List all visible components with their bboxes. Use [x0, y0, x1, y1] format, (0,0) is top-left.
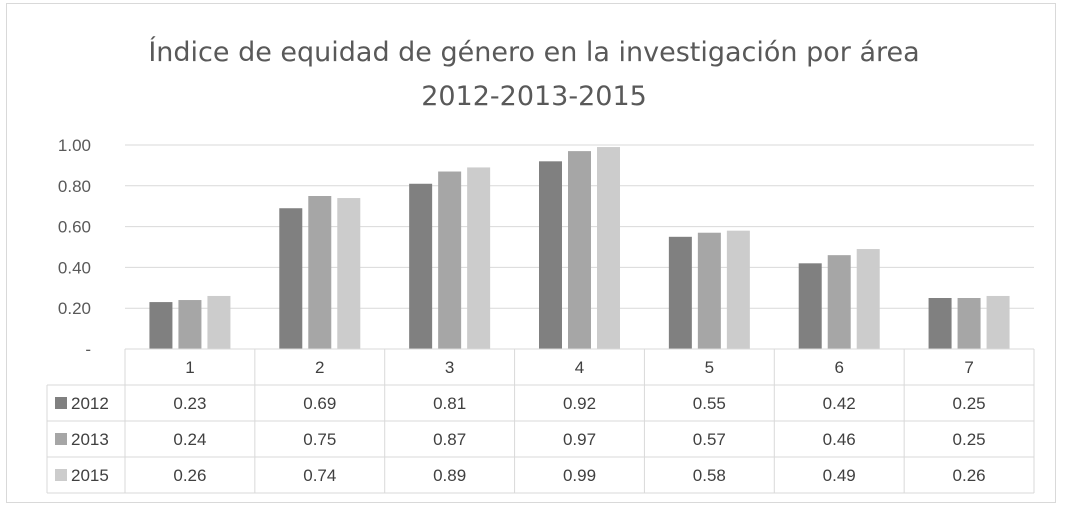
- bar-2015-3: [467, 167, 491, 349]
- category-label: 1: [185, 358, 194, 377]
- data-label: 0.97: [563, 430, 596, 449]
- bar-2013-1: [178, 300, 202, 349]
- data-label: 0.42: [823, 394, 856, 413]
- category-label: 4: [575, 358, 584, 377]
- legend-swatch-2012: [55, 397, 67, 409]
- y-tick-label: -: [85, 340, 91, 359]
- y-tick-label: 0.20: [58, 299, 91, 318]
- chart-title-line-2: 2012-2013-2015: [421, 81, 647, 112]
- bar-2015-2: [337, 198, 361, 349]
- data-label: 0.74: [303, 466, 336, 485]
- category-label: 2: [315, 358, 324, 377]
- bar-2013-2: [308, 196, 332, 349]
- legend-label: 2013: [71, 430, 109, 449]
- data-label: 0.23: [173, 394, 206, 413]
- legend-label: 2015: [71, 466, 109, 485]
- category-label: 6: [834, 358, 843, 377]
- data-label: 0.99: [563, 466, 596, 485]
- y-tick-label: 1.00: [58, 136, 91, 155]
- data-label: 0.49: [823, 466, 856, 485]
- data-label: 0.81: [433, 394, 466, 413]
- data-label: 0.26: [173, 466, 206, 485]
- bar-2015-4: [597, 147, 620, 349]
- bar-2015-6: [856, 249, 880, 349]
- bar-2012-6: [798, 263, 822, 349]
- bar-2012-3: [409, 183, 433, 349]
- bar-2012-2: [279, 208, 303, 349]
- y-tick-label: 0.60: [58, 218, 91, 237]
- bar-chart: Índice de equidad de género en la invest…: [46, 36, 1035, 494]
- data-label: 0.92: [563, 394, 596, 413]
- data-label: 0.24: [173, 430, 206, 449]
- bar-2013-6: [827, 255, 851, 349]
- bar-2013-7: [957, 298, 981, 349]
- bar-2015-1: [207, 295, 231, 349]
- legend-label: 2012: [71, 394, 109, 413]
- data-label: 0.89: [433, 466, 466, 485]
- category-label: 3: [445, 358, 454, 377]
- bar-2013-5: [697, 232, 721, 349]
- data-label: 0.75: [303, 430, 336, 449]
- data-label: 0.26: [953, 466, 986, 485]
- bar-2013-4: [568, 151, 591, 349]
- legend-swatch-2015: [55, 469, 67, 481]
- y-axis-ticks: - 0.20 0.40 0.60 0.80 1.00: [58, 136, 91, 359]
- y-tick-label: 0.80: [58, 177, 91, 196]
- bar-2015-7: [986, 295, 1010, 349]
- category-label: 7: [964, 358, 973, 377]
- data-label: 0.58: [693, 466, 726, 485]
- data-label: 0.87: [433, 430, 466, 449]
- data-label: 0.46: [823, 430, 856, 449]
- category-label: 5: [705, 358, 714, 377]
- bar-2012-4: [539, 161, 562, 349]
- bars: [149, 147, 1010, 349]
- data-label: 0.69: [303, 394, 336, 413]
- data-label: 0.25: [953, 430, 986, 449]
- data-label: 0.57: [693, 430, 726, 449]
- y-tick-label: 0.40: [58, 258, 91, 277]
- bar-2012-5: [668, 236, 692, 349]
- chart-frame: Índice de equidad de género en la invest…: [6, 3, 1056, 503]
- data-label: 0.25: [953, 394, 986, 413]
- bar-2012-7: [928, 298, 952, 349]
- data-label: 0.55: [693, 394, 726, 413]
- data-table: 1 2 3 4 5 6 7 2012 0.23 0.69 0.81 0.92 0.55 0.42 0.25 2…: [46, 348, 1035, 494]
- bar-2015-5: [726, 230, 750, 349]
- bar-2012-1: [149, 302, 173, 349]
- bar-2013-3: [438, 171, 462, 349]
- legend-swatch-2013: [55, 433, 67, 445]
- chart-title-line-1: Índice de equidad de género en la invest…: [148, 36, 919, 68]
